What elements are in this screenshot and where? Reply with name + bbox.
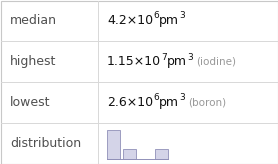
Text: median: median	[10, 14, 57, 27]
Text: 2.6×10: 2.6×10	[107, 96, 153, 109]
Text: 6: 6	[153, 93, 159, 102]
Text: pm: pm	[167, 55, 187, 68]
Text: (boron): (boron)	[188, 98, 226, 107]
Text: 3: 3	[179, 11, 185, 20]
Text: pm: pm	[159, 14, 179, 27]
Text: distribution: distribution	[10, 137, 81, 150]
Bar	[107, 130, 120, 159]
Text: (iodine): (iodine)	[196, 57, 236, 66]
Text: pm: pm	[159, 96, 179, 109]
Text: 7: 7	[161, 52, 167, 62]
Text: lowest: lowest	[10, 96, 51, 109]
Bar	[123, 149, 136, 159]
Text: 4.2×10: 4.2×10	[107, 14, 153, 27]
Text: highest: highest	[10, 55, 56, 68]
Text: 3: 3	[187, 52, 193, 62]
Text: 1.15×10: 1.15×10	[107, 55, 161, 68]
Bar	[155, 149, 168, 159]
Text: 3: 3	[179, 93, 185, 102]
Text: 6: 6	[153, 11, 159, 20]
